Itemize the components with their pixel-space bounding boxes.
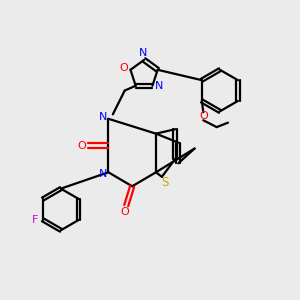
Text: F: F [32, 215, 39, 225]
Text: O: O [120, 206, 129, 217]
Text: N: N [155, 81, 163, 91]
Text: O: O [120, 63, 128, 73]
Text: O: O [77, 140, 86, 151]
Text: N: N [138, 48, 147, 59]
Text: S: S [161, 176, 169, 189]
Text: N: N [99, 112, 107, 122]
Text: N: N [99, 169, 107, 179]
Text: O: O [199, 111, 208, 121]
